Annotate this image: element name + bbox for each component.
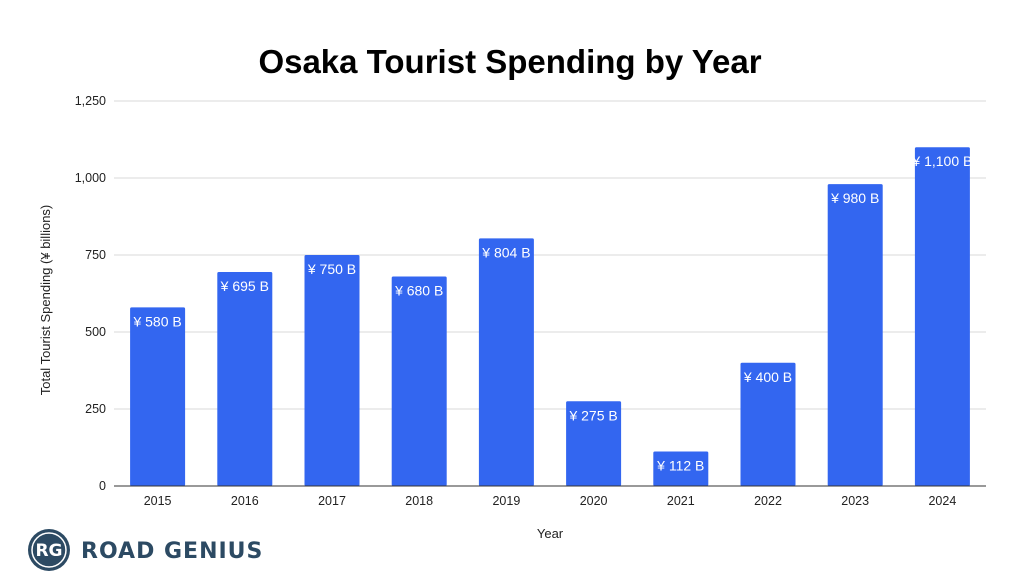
bar-value-label: ¥ 680 B bbox=[394, 283, 443, 299]
y-tick-label: 500 bbox=[85, 325, 106, 339]
bar-2020 bbox=[566, 401, 622, 486]
brand-name: ROAD GENIUS bbox=[81, 539, 263, 564]
y-tick-label: 0 bbox=[99, 479, 106, 493]
x-tick-label: 2022 bbox=[754, 494, 782, 508]
logo-circle bbox=[28, 529, 70, 571]
bar-2016 bbox=[217, 271, 273, 486]
x-tick-label: 2018 bbox=[405, 494, 433, 508]
road-genius-logo: RG ROAD GENIUS bbox=[28, 529, 263, 571]
bar-2023 bbox=[827, 184, 883, 486]
bar-value-label: ¥ 750 B bbox=[307, 261, 356, 277]
bar-2024 bbox=[914, 147, 970, 486]
bars: ¥ 580 B ¥ 695 B ¥ 750 B ¥ 680 B ¥ 804 B ¥ 275… bbox=[130, 147, 972, 486]
y-axis-label: Total Tourist Spending (¥ billions) bbox=[38, 205, 53, 396]
bar-2019 bbox=[478, 238, 534, 486]
bar-value-label: ¥ 400 B bbox=[743, 369, 792, 385]
bar-value-label: ¥ 695 B bbox=[220, 278, 269, 294]
y-tick-label: 750 bbox=[85, 248, 106, 262]
bar-2018 bbox=[391, 276, 447, 486]
x-axis-ticks: 2015 2016 2017 2018 2019 2020 2021 2022 2023 2024 bbox=[144, 494, 957, 508]
x-tick-label: 2017 bbox=[318, 494, 346, 508]
x-tick-label: 2024 bbox=[928, 494, 956, 508]
y-tick-label: 1,250 bbox=[75, 94, 106, 108]
bar-2017 bbox=[304, 255, 360, 486]
logo-initials: RG bbox=[35, 541, 62, 561]
x-tick-label: 2020 bbox=[580, 494, 608, 508]
x-axis-label: Year bbox=[537, 526, 564, 541]
x-tick-label: 2016 bbox=[231, 494, 259, 508]
bar-2015 bbox=[130, 307, 186, 486]
logo-ring bbox=[31, 532, 67, 568]
y-axis-ticks: 0 250 500 750 1,000 1,250 bbox=[75, 94, 106, 493]
bar-value-label: ¥ 275 B bbox=[568, 407, 617, 423]
bar-value-label: ¥ 980 B bbox=[830, 190, 879, 206]
bar-value-label: ¥ 1,100 B bbox=[911, 153, 972, 169]
bar-value-label: ¥ 804 B bbox=[481, 244, 530, 260]
bar-value-label: ¥ 112 B bbox=[656, 458, 704, 474]
bar-2022 bbox=[740, 362, 796, 486]
x-tick-label: 2021 bbox=[667, 494, 695, 508]
bar-2021 bbox=[653, 451, 709, 486]
x-tick-label: 2023 bbox=[841, 494, 869, 508]
y-tick-label: 250 bbox=[85, 402, 106, 416]
bar-value-label: ¥ 580 B bbox=[132, 313, 181, 329]
x-tick-label: 2019 bbox=[492, 494, 520, 508]
x-tick-label: 2015 bbox=[144, 494, 172, 508]
y-tick-label: 1,000 bbox=[75, 171, 106, 185]
chart-title: Osaka Tourist Spending by Year bbox=[258, 43, 761, 80]
